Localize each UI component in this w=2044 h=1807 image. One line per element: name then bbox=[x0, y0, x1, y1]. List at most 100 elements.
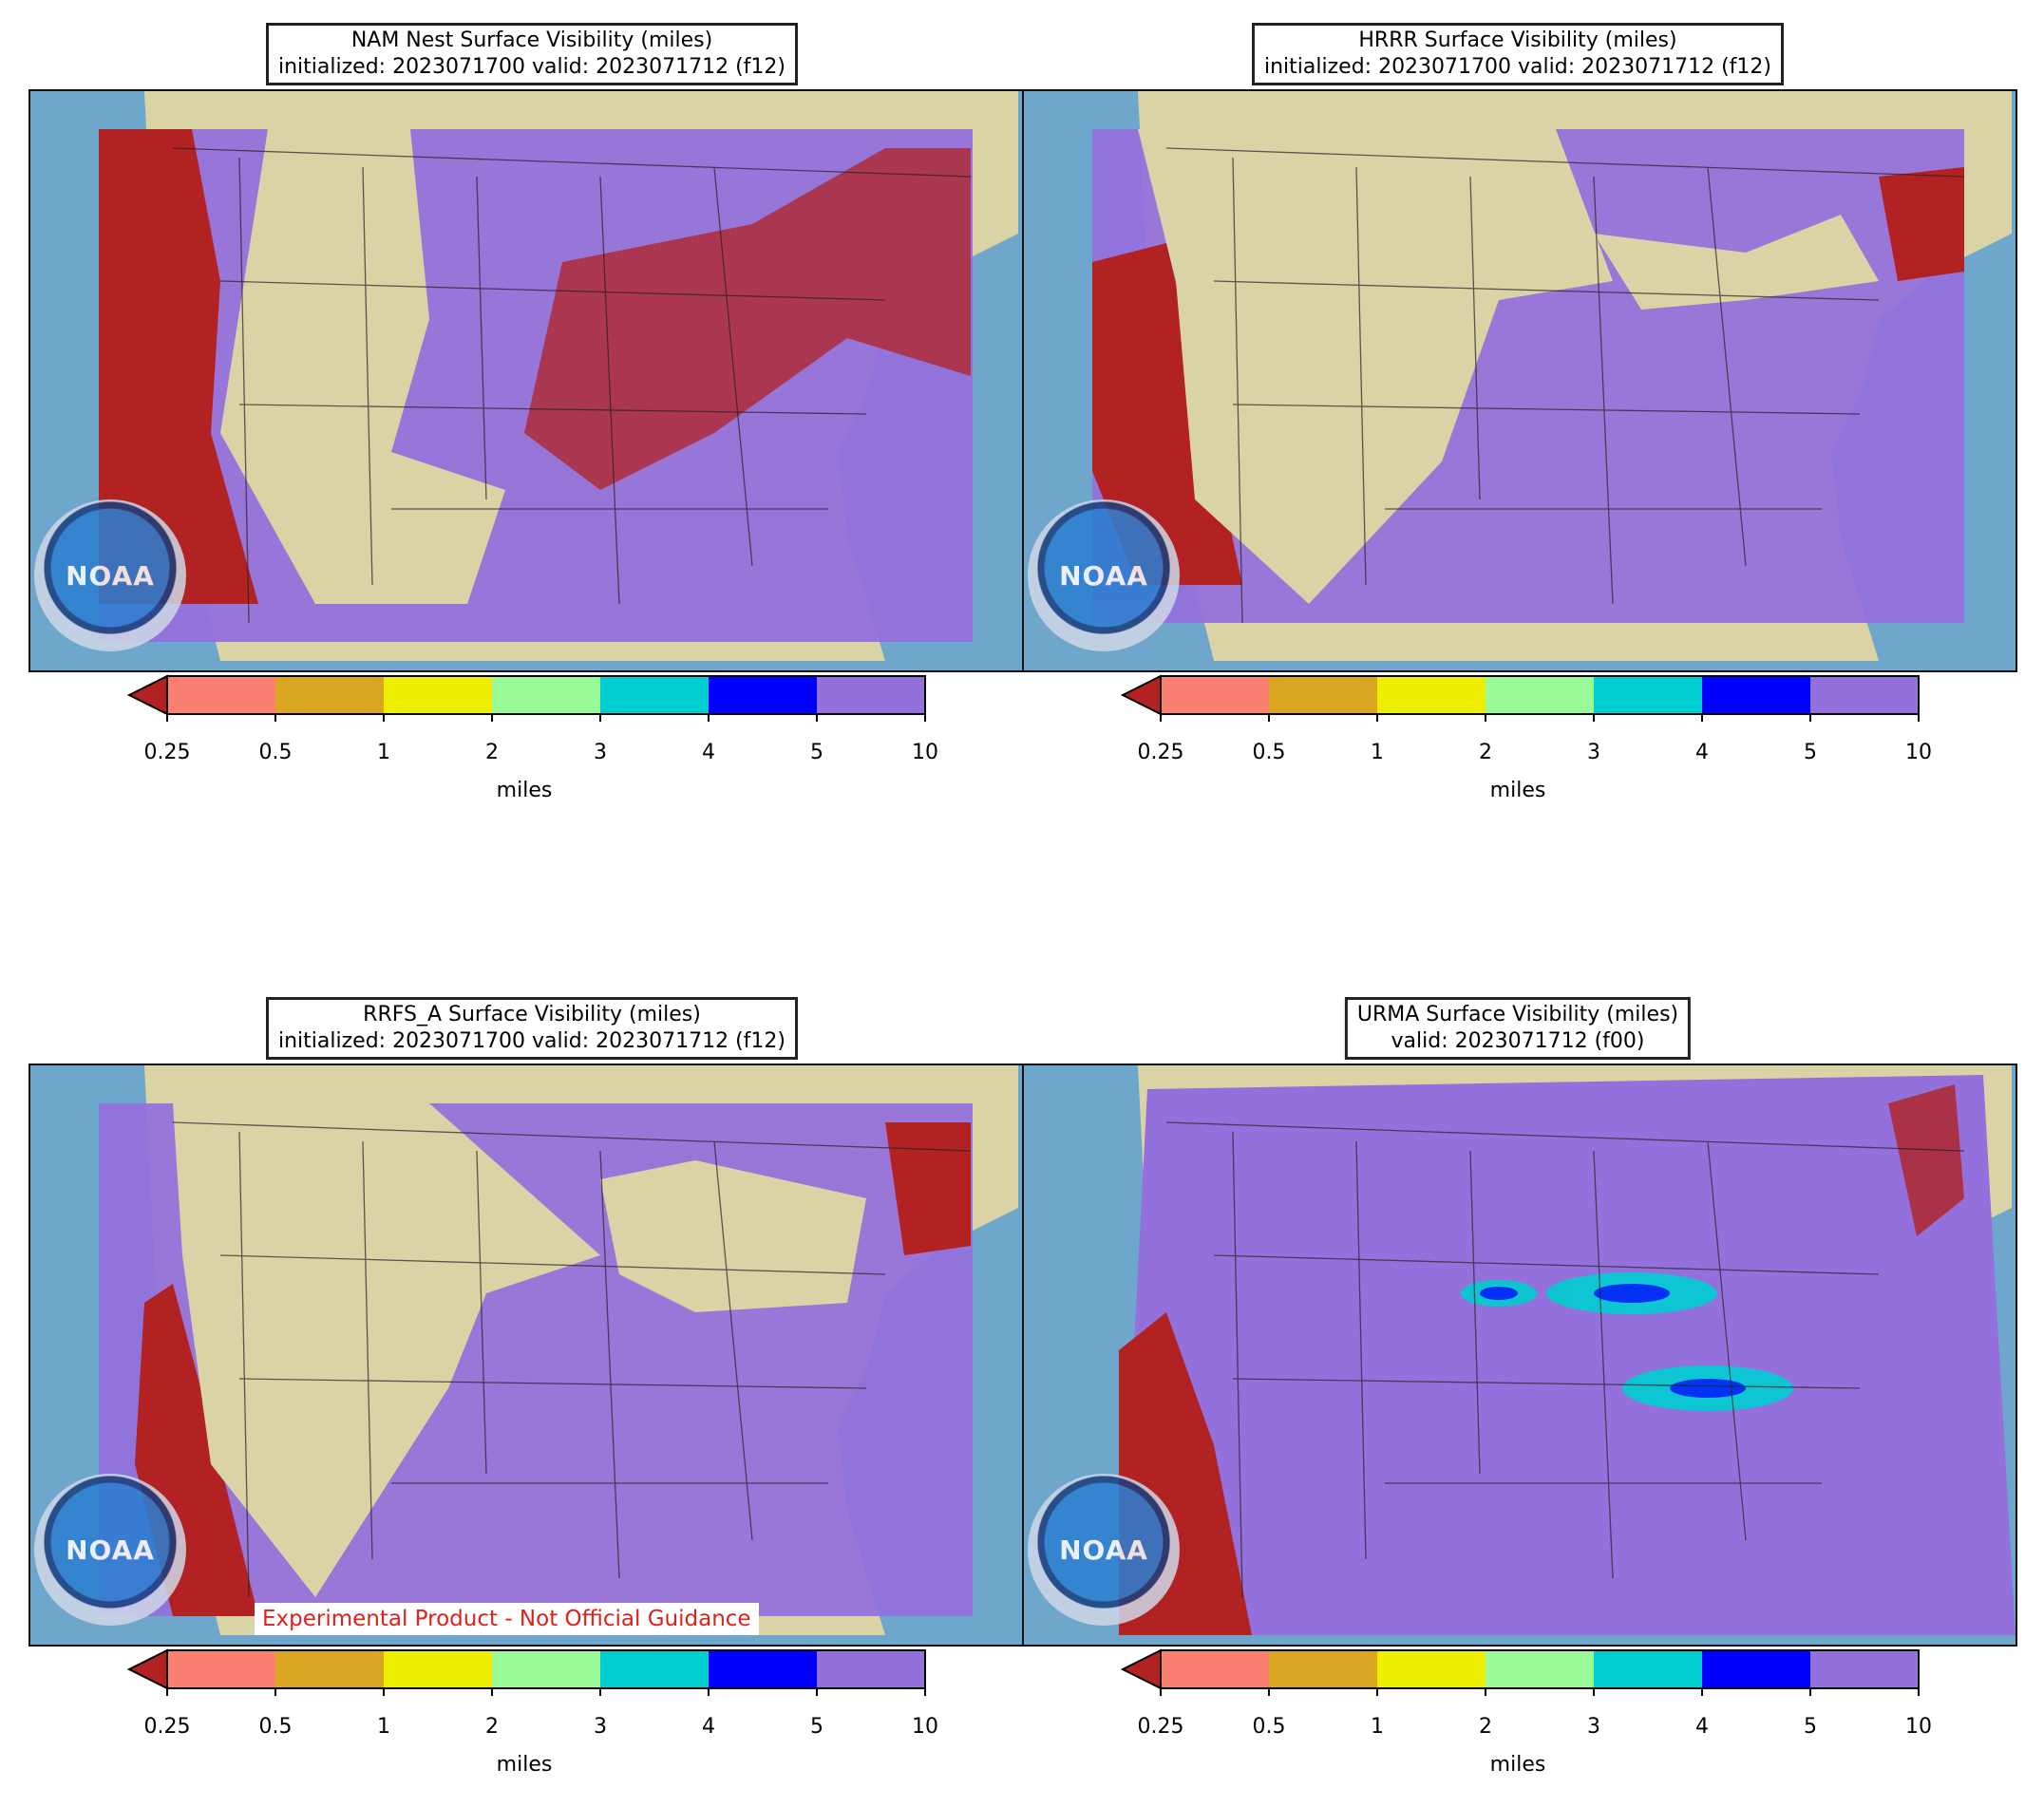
colorbar-tick: 1 bbox=[1371, 741, 1384, 764]
title-line-2: valid: 2023071712 (f00) bbox=[1391, 1029, 1645, 1053]
map-graphic bbox=[1024, 91, 2016, 670]
colorbar-unit-label: miles bbox=[496, 1753, 553, 1777]
colorbar-unit-label: miles bbox=[1489, 779, 1546, 802]
colorbar-outline bbox=[1160, 1649, 1920, 1689]
colorbar-under-triangle bbox=[126, 674, 168, 716]
noaa-logo-text: NOAA bbox=[1059, 559, 1148, 592]
noaa-logo: NOAA bbox=[1028, 499, 1180, 651]
map-graphic bbox=[30, 91, 1022, 670]
colorbar-under-triangle bbox=[1120, 674, 1162, 716]
noaa-logo-text: NOAA bbox=[66, 1534, 155, 1566]
title-line-1: URMA Surface Visibility (miles) bbox=[1356, 1003, 1679, 1026]
title-line-2: initialized: 2023071700 valid: 202307171… bbox=[278, 1029, 785, 1053]
colorbar bbox=[1117, 674, 1924, 727]
colorbar bbox=[123, 1648, 931, 1702]
colorbar-outline bbox=[166, 675, 926, 715]
map-rrfs-a: NOAA Experimental Product - Not Official… bbox=[28, 1063, 1024, 1647]
colorbar-segment bbox=[817, 676, 925, 714]
colorbar-segment bbox=[1702, 676, 1810, 714]
colorbar-tick: 0.25 bbox=[143, 741, 191, 764]
colorbar-tick: 2 bbox=[1479, 741, 1492, 764]
colorbar-tick: 3 bbox=[594, 741, 607, 764]
colorbar-tick: 5 bbox=[810, 1715, 823, 1739]
colorbar-segment bbox=[275, 1650, 384, 1688]
panel-title: NAM Nest Surface Visibility (miles) init… bbox=[266, 23, 798, 85]
colorbar-segment bbox=[1486, 1650, 1594, 1688]
colorbar-segment bbox=[1269, 676, 1377, 714]
colorbar-segment bbox=[1377, 676, 1486, 714]
colorbar-graphic bbox=[1120, 1648, 1920, 1696]
colorbar-segment bbox=[1377, 1650, 1486, 1688]
noaa-logo-text: NOAA bbox=[66, 559, 155, 592]
map-graphic bbox=[1024, 1065, 2016, 1645]
title-line-1: NAM Nest Surface Visibility (miles) bbox=[350, 28, 713, 52]
panel-title: RRFS_A Surface Visibility (miles) initia… bbox=[266, 997, 798, 1060]
colorbar-unit-label: miles bbox=[1489, 1753, 1546, 1777]
title-line-1: RRFS_A Surface Visibility (miles) bbox=[363, 1003, 701, 1026]
colorbar-tick: 1 bbox=[377, 1715, 390, 1739]
colorbar-tick: 0.5 bbox=[258, 1715, 293, 1739]
colorbar-tick: 5 bbox=[810, 741, 823, 764]
colorbar-segment bbox=[600, 676, 709, 714]
colorbar-segment bbox=[1810, 1650, 1919, 1688]
colorbar-segment bbox=[1161, 1650, 1269, 1688]
colorbar-segment bbox=[709, 1650, 817, 1688]
colorbar-tick: 0.5 bbox=[1252, 1715, 1286, 1739]
colorbar-graphic bbox=[126, 674, 926, 722]
map-hrrr: NOAA bbox=[1022, 89, 2017, 672]
map-nam-nest: NOAA bbox=[28, 89, 1024, 672]
colorbar-tick: 10 bbox=[912, 1715, 938, 1739]
colorbar-tick: 5 bbox=[1804, 741, 1817, 764]
colorbar-segment bbox=[167, 1650, 275, 1688]
map-graphic bbox=[30, 1065, 1022, 1645]
noaa-logo: NOAA bbox=[1028, 1474, 1180, 1626]
colorbar-segment bbox=[384, 1650, 492, 1688]
colorbar-segment bbox=[384, 676, 492, 714]
panel-title: HRRR Surface Visibility (miles) initiali… bbox=[1252, 23, 1784, 85]
colorbar-tick: 2 bbox=[485, 741, 499, 764]
colorbar-tick: 5 bbox=[1804, 1715, 1817, 1739]
map-urma: NOAA bbox=[1022, 1063, 2017, 1647]
noaa-logo: NOAA bbox=[34, 499, 186, 651]
colorbar-tick: 0.5 bbox=[1252, 741, 1286, 764]
colorbar-tick: 0.5 bbox=[258, 741, 293, 764]
colorbar bbox=[123, 674, 931, 727]
colorbar-unit-label: miles bbox=[496, 779, 553, 802]
colorbar-under-triangle bbox=[1120, 1648, 1162, 1690]
noaa-logo-text: NOAA bbox=[1059, 1534, 1148, 1566]
colorbar-outline bbox=[166, 1649, 926, 1689]
colorbar-tick: 3 bbox=[1587, 1715, 1600, 1739]
colorbar-segment bbox=[709, 676, 817, 714]
colorbar-graphic bbox=[1120, 674, 1920, 722]
colorbar-tick: 10 bbox=[912, 741, 938, 764]
colorbar-tick: 4 bbox=[702, 1715, 715, 1739]
panel-title: URMA Surface Visibility (miles) valid: 2… bbox=[1344, 997, 1692, 1060]
colorbar-tick: 4 bbox=[1695, 1715, 1709, 1739]
colorbar bbox=[1117, 1648, 1924, 1702]
colorbar-under-triangle bbox=[126, 1648, 168, 1690]
title-line-2: initialized: 2023071700 valid: 202307171… bbox=[278, 55, 785, 79]
colorbar-tick: 1 bbox=[377, 741, 390, 764]
colorbar-tick: 4 bbox=[702, 741, 715, 764]
colorbar-segment bbox=[1269, 1650, 1377, 1688]
colorbar-tick: 0.25 bbox=[143, 1715, 191, 1739]
colorbar-segment bbox=[492, 676, 600, 714]
title-line-2: initialized: 2023071700 valid: 202307171… bbox=[1264, 55, 1771, 79]
colorbar-tick: 0.25 bbox=[1137, 741, 1184, 764]
colorbar-tick: 1 bbox=[1371, 1715, 1384, 1739]
colorbar-tick: 3 bbox=[1587, 741, 1600, 764]
colorbar-segment bbox=[600, 1650, 709, 1688]
colorbar-segment bbox=[167, 676, 275, 714]
experimental-watermark: Experimental Product - Not Official Guid… bbox=[255, 1603, 759, 1635]
title-line-1: HRRR Surface Visibility (miles) bbox=[1358, 28, 1677, 52]
colorbar-segment bbox=[1810, 676, 1919, 714]
colorbar-segment bbox=[1702, 1650, 1810, 1688]
colorbar-outline bbox=[1160, 675, 1920, 715]
colorbar-segment bbox=[1594, 676, 1702, 714]
noaa-logo: NOAA bbox=[34, 1474, 186, 1626]
colorbar-segment bbox=[1161, 676, 1269, 714]
colorbar-tick: 10 bbox=[1905, 741, 1932, 764]
colorbar-tick: 0.25 bbox=[1137, 1715, 1184, 1739]
colorbar-segment bbox=[1594, 1650, 1702, 1688]
colorbar-graphic bbox=[126, 1648, 926, 1696]
